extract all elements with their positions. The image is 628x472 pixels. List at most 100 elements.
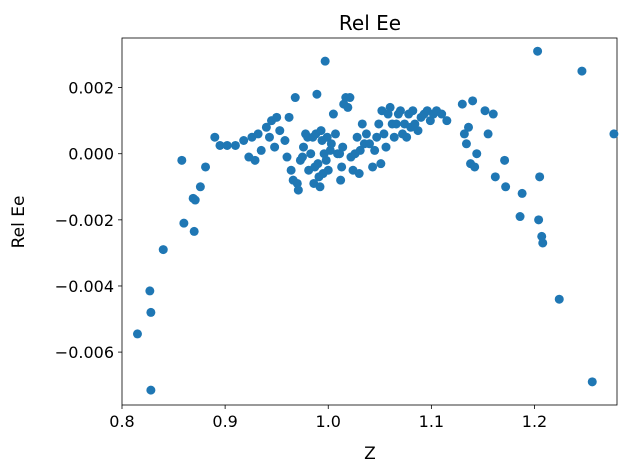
data-point xyxy=(189,226,199,236)
data-point xyxy=(535,172,545,182)
data-point xyxy=(408,106,418,116)
data-point xyxy=(326,139,336,149)
data-point xyxy=(177,155,187,165)
data-point xyxy=(459,129,469,139)
x-axis-label: Z xyxy=(364,444,376,464)
data-point xyxy=(275,126,285,136)
data-point xyxy=(395,106,405,116)
data-point xyxy=(328,109,338,119)
data-point xyxy=(368,162,378,172)
data-point xyxy=(374,119,384,129)
x-tick-label: 0.8 xyxy=(109,412,134,431)
data-point xyxy=(402,132,412,142)
data-point xyxy=(488,109,498,119)
data-point xyxy=(365,139,374,149)
data-point xyxy=(376,159,386,169)
data-point xyxy=(253,129,263,139)
data-point xyxy=(468,96,478,106)
data-point xyxy=(261,122,271,132)
data-point xyxy=(282,152,292,162)
data-point xyxy=(537,231,547,241)
data-point xyxy=(201,162,211,172)
data-point xyxy=(437,109,447,119)
data-point xyxy=(337,162,347,172)
data-point xyxy=(323,165,333,175)
data-point xyxy=(179,218,189,228)
data-point xyxy=(534,215,544,225)
data-point xyxy=(290,93,300,103)
data-point xyxy=(313,159,323,169)
y-tick-label: 0.000 xyxy=(68,145,114,164)
data-point xyxy=(391,119,401,129)
data-point xyxy=(381,142,391,152)
data-point xyxy=(330,129,340,139)
data-point xyxy=(461,139,471,149)
data-point xyxy=(338,142,348,152)
data-point xyxy=(306,149,316,159)
x-tick-label: 1.0 xyxy=(316,412,341,431)
data-point xyxy=(345,93,355,103)
data-point xyxy=(372,132,382,142)
data-point xyxy=(270,142,280,152)
data-point xyxy=(354,169,364,179)
data-point xyxy=(336,175,346,185)
data-point xyxy=(464,122,473,132)
data-point xyxy=(146,385,156,395)
data-point xyxy=(457,99,467,109)
data-point xyxy=(315,182,325,192)
data-point xyxy=(587,377,597,387)
data-point xyxy=(320,56,330,66)
data-point xyxy=(264,132,274,142)
y-axis: −0.006 −0.004 −0.002 0.000 0.002 xyxy=(55,79,122,362)
x-tick-label: 1.1 xyxy=(419,412,444,431)
data-point xyxy=(361,129,371,139)
data-point xyxy=(272,112,282,122)
data-point xyxy=(292,178,302,188)
y-tick-label: −0.002 xyxy=(55,211,114,230)
data-point xyxy=(357,119,367,129)
data-point xyxy=(500,155,510,165)
x-tick-label: 1.2 xyxy=(522,412,547,431)
data-point xyxy=(413,126,423,136)
data-point xyxy=(256,145,266,155)
data-point xyxy=(442,116,452,126)
data-point xyxy=(286,165,296,175)
data-point xyxy=(239,135,249,145)
chart-title: Rel Ee xyxy=(339,11,401,35)
data-point xyxy=(538,238,548,248)
data-point xyxy=(501,182,511,192)
data-point xyxy=(577,66,587,76)
data-point xyxy=(280,135,290,145)
data-point xyxy=(389,132,399,142)
y-tick-label: −0.004 xyxy=(55,277,114,296)
data-point xyxy=(470,162,480,172)
data-point xyxy=(222,140,232,150)
data-point xyxy=(195,182,205,192)
data-point xyxy=(145,286,155,296)
data-point xyxy=(312,89,322,99)
data-point xyxy=(321,155,331,165)
data-point xyxy=(352,132,362,142)
data-points xyxy=(132,46,619,395)
data-point xyxy=(158,245,168,255)
plot-area-frame xyxy=(121,37,618,406)
data-point xyxy=(370,145,380,155)
data-point xyxy=(472,149,482,159)
data-point xyxy=(250,155,260,165)
data-point xyxy=(490,172,500,182)
data-point xyxy=(210,132,220,142)
data-point xyxy=(480,106,490,116)
data-point xyxy=(146,307,156,317)
y-tick-label: 0.002 xyxy=(68,79,114,98)
data-point xyxy=(230,140,240,150)
data-point xyxy=(322,132,332,142)
data-point xyxy=(554,294,564,304)
data-point xyxy=(215,140,225,150)
data-point xyxy=(316,126,326,136)
y-tick-label: −0.006 xyxy=(55,343,114,362)
data-point xyxy=(379,129,389,139)
data-point xyxy=(609,129,619,139)
y-axis-label: Rel Ee xyxy=(9,196,29,249)
data-point xyxy=(297,152,307,162)
